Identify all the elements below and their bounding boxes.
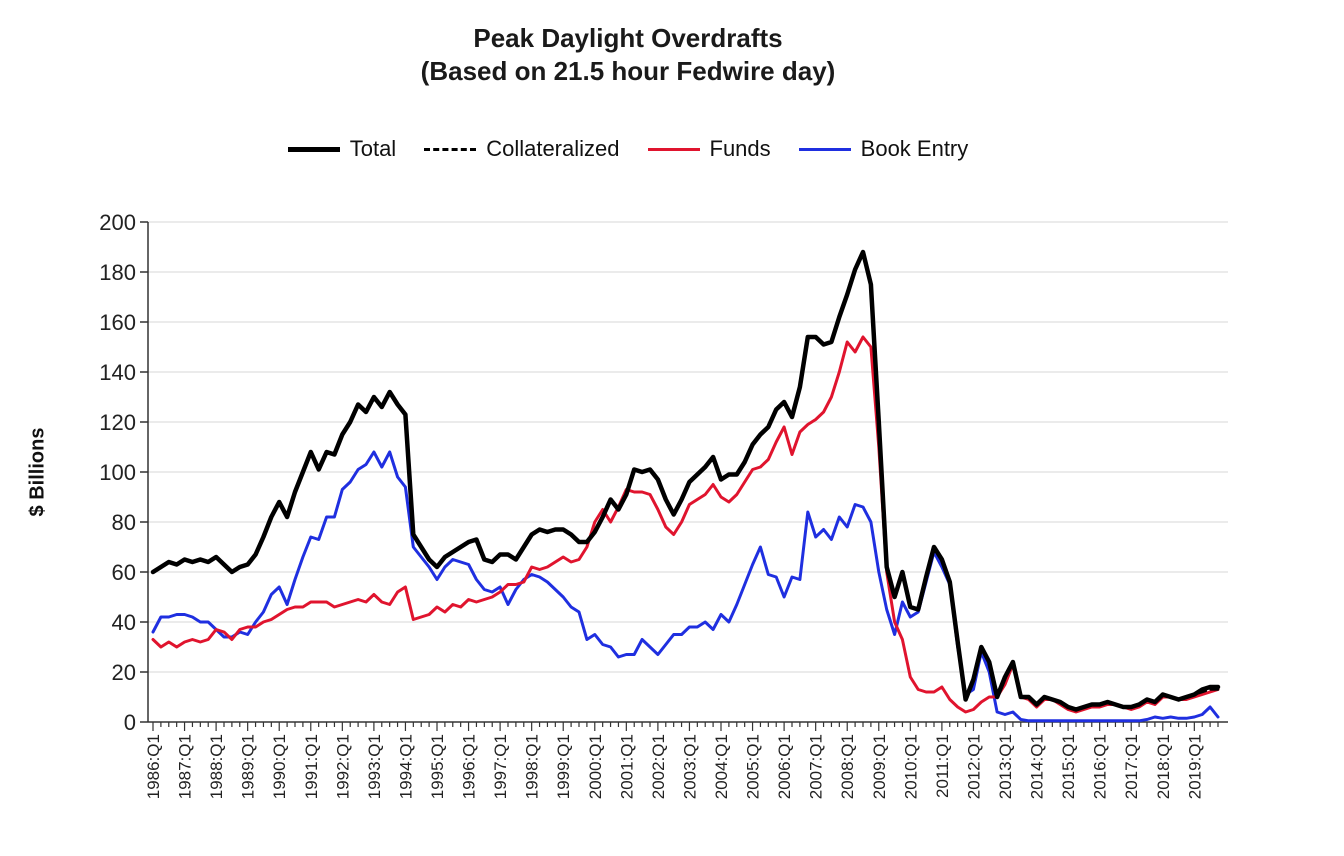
x-tick-label: 1991:Q1: [302, 734, 321, 799]
y-tick-label: 80: [112, 510, 136, 535]
x-tick-label: 2016:Q1: [1091, 734, 1110, 799]
x-tick-label: 1987:Q1: [176, 734, 195, 799]
x-tick-label: 2019:Q1: [1185, 734, 1204, 799]
y-tick-label: 160: [99, 310, 136, 335]
y-tick-label: 20: [112, 660, 136, 685]
y-tick-label: 200: [99, 210, 136, 235]
x-tick-label: 1986:Q1: [144, 734, 163, 799]
legend-swatch-collateralized: [424, 147, 477, 151]
legend-label-funds: Funds: [709, 136, 771, 161]
x-tick-label: 2003:Q1: [680, 734, 699, 799]
y-tick-label: 0: [124, 710, 136, 735]
x-tick-label: 2001:Q1: [617, 734, 636, 799]
y-tick-label: 60: [112, 560, 136, 585]
series-lines: [150, 249, 1221, 723]
x-tick-label: 2008:Q1: [838, 734, 857, 799]
chart-subtitle: (Based on 21.5 hour Fedwire day): [420, 56, 836, 86]
x-tick-label: 2002:Q1: [649, 734, 668, 799]
x-tick-label: 1989:Q1: [239, 734, 258, 799]
legend-item-book-entry: Book Entry: [798, 136, 969, 162]
x-tick-label: 1988:Q1: [207, 734, 226, 799]
legend-label-collateralized: Collateralized: [486, 136, 620, 161]
chart-title-block: Peak Daylight Overdrafts (Based on 21.5 …: [0, 22, 1256, 88]
x-tick-label: 1996:Q1: [460, 734, 479, 799]
legend-item-collateralized: Collateralized: [424, 136, 620, 162]
chart-legend: Total Collateralized Funds Book Entry: [0, 136, 1256, 162]
x-tick-label: 2010:Q1: [901, 734, 920, 799]
x-tick-label: 2017:Q1: [1122, 734, 1141, 799]
x-tick-label: 2014:Q1: [1028, 734, 1047, 799]
y-tick-label: 100: [99, 460, 136, 485]
x-tick-label: 1995:Q1: [428, 734, 447, 799]
y-tick-label: 120: [99, 410, 136, 435]
x-tick-label: 2013:Q1: [996, 734, 1015, 799]
x-tick-label: 1998:Q1: [523, 734, 542, 799]
y-tick-label: 180: [99, 260, 136, 285]
y-tick-label: 140: [99, 360, 136, 385]
series-line-total: [150, 249, 1221, 712]
x-tick-label: 2006:Q1: [775, 734, 794, 799]
series-line-funds: [151, 335, 1220, 714]
x-tick-label: 1997:Q1: [491, 734, 510, 799]
x-tick-label: 2004:Q1: [712, 734, 731, 799]
x-tick-label: 1990:Q1: [270, 734, 289, 799]
x-axis-ticks: 1986:Q1 1987:Q1 1988:Q1 1989:Q1 1990:Q1 1991:…: [144, 722, 1219, 799]
legend-label-book-entry: Book Entry: [860, 136, 969, 161]
legend-item-funds: Funds: [647, 136, 771, 162]
x-tick-label: 1993:Q1: [365, 734, 384, 799]
x-tick-label: 2011:Q1: [933, 734, 952, 798]
legend-swatch-total: [287, 146, 340, 152]
series-line-book-entry: [151, 450, 1220, 723]
y-tick-label: 40: [112, 610, 136, 635]
y-axis-ticks: 0 20 40 60 80 100 120 140 160 180 200: [99, 210, 148, 735]
x-tick-label: 2018:Q1: [1154, 734, 1173, 799]
x-tick-label: 2015:Q1: [1059, 734, 1078, 799]
x-tick-label: 2005:Q1: [744, 734, 763, 799]
chart-title: Peak Daylight Overdrafts: [473, 23, 783, 53]
x-tick-label: 1994:Q1: [396, 734, 415, 799]
x-tick-label: 2009:Q1: [870, 734, 889, 799]
legend-swatch-book-entry: [798, 147, 851, 151]
legend-label-total: Total: [349, 136, 397, 161]
x-tick-label: 1999:Q1: [554, 734, 573, 799]
x-tick-label: 2012:Q1: [964, 734, 983, 799]
gridlines: [148, 221, 1228, 673]
x-tick-label: 1992:Q1: [333, 734, 352, 799]
x-tick-label: 2007:Q1: [807, 734, 826, 799]
legend-item-total: Total: [287, 136, 397, 162]
x-tick-label: 2000:Q1: [586, 734, 605, 799]
legend-swatch-funds: [647, 147, 700, 151]
